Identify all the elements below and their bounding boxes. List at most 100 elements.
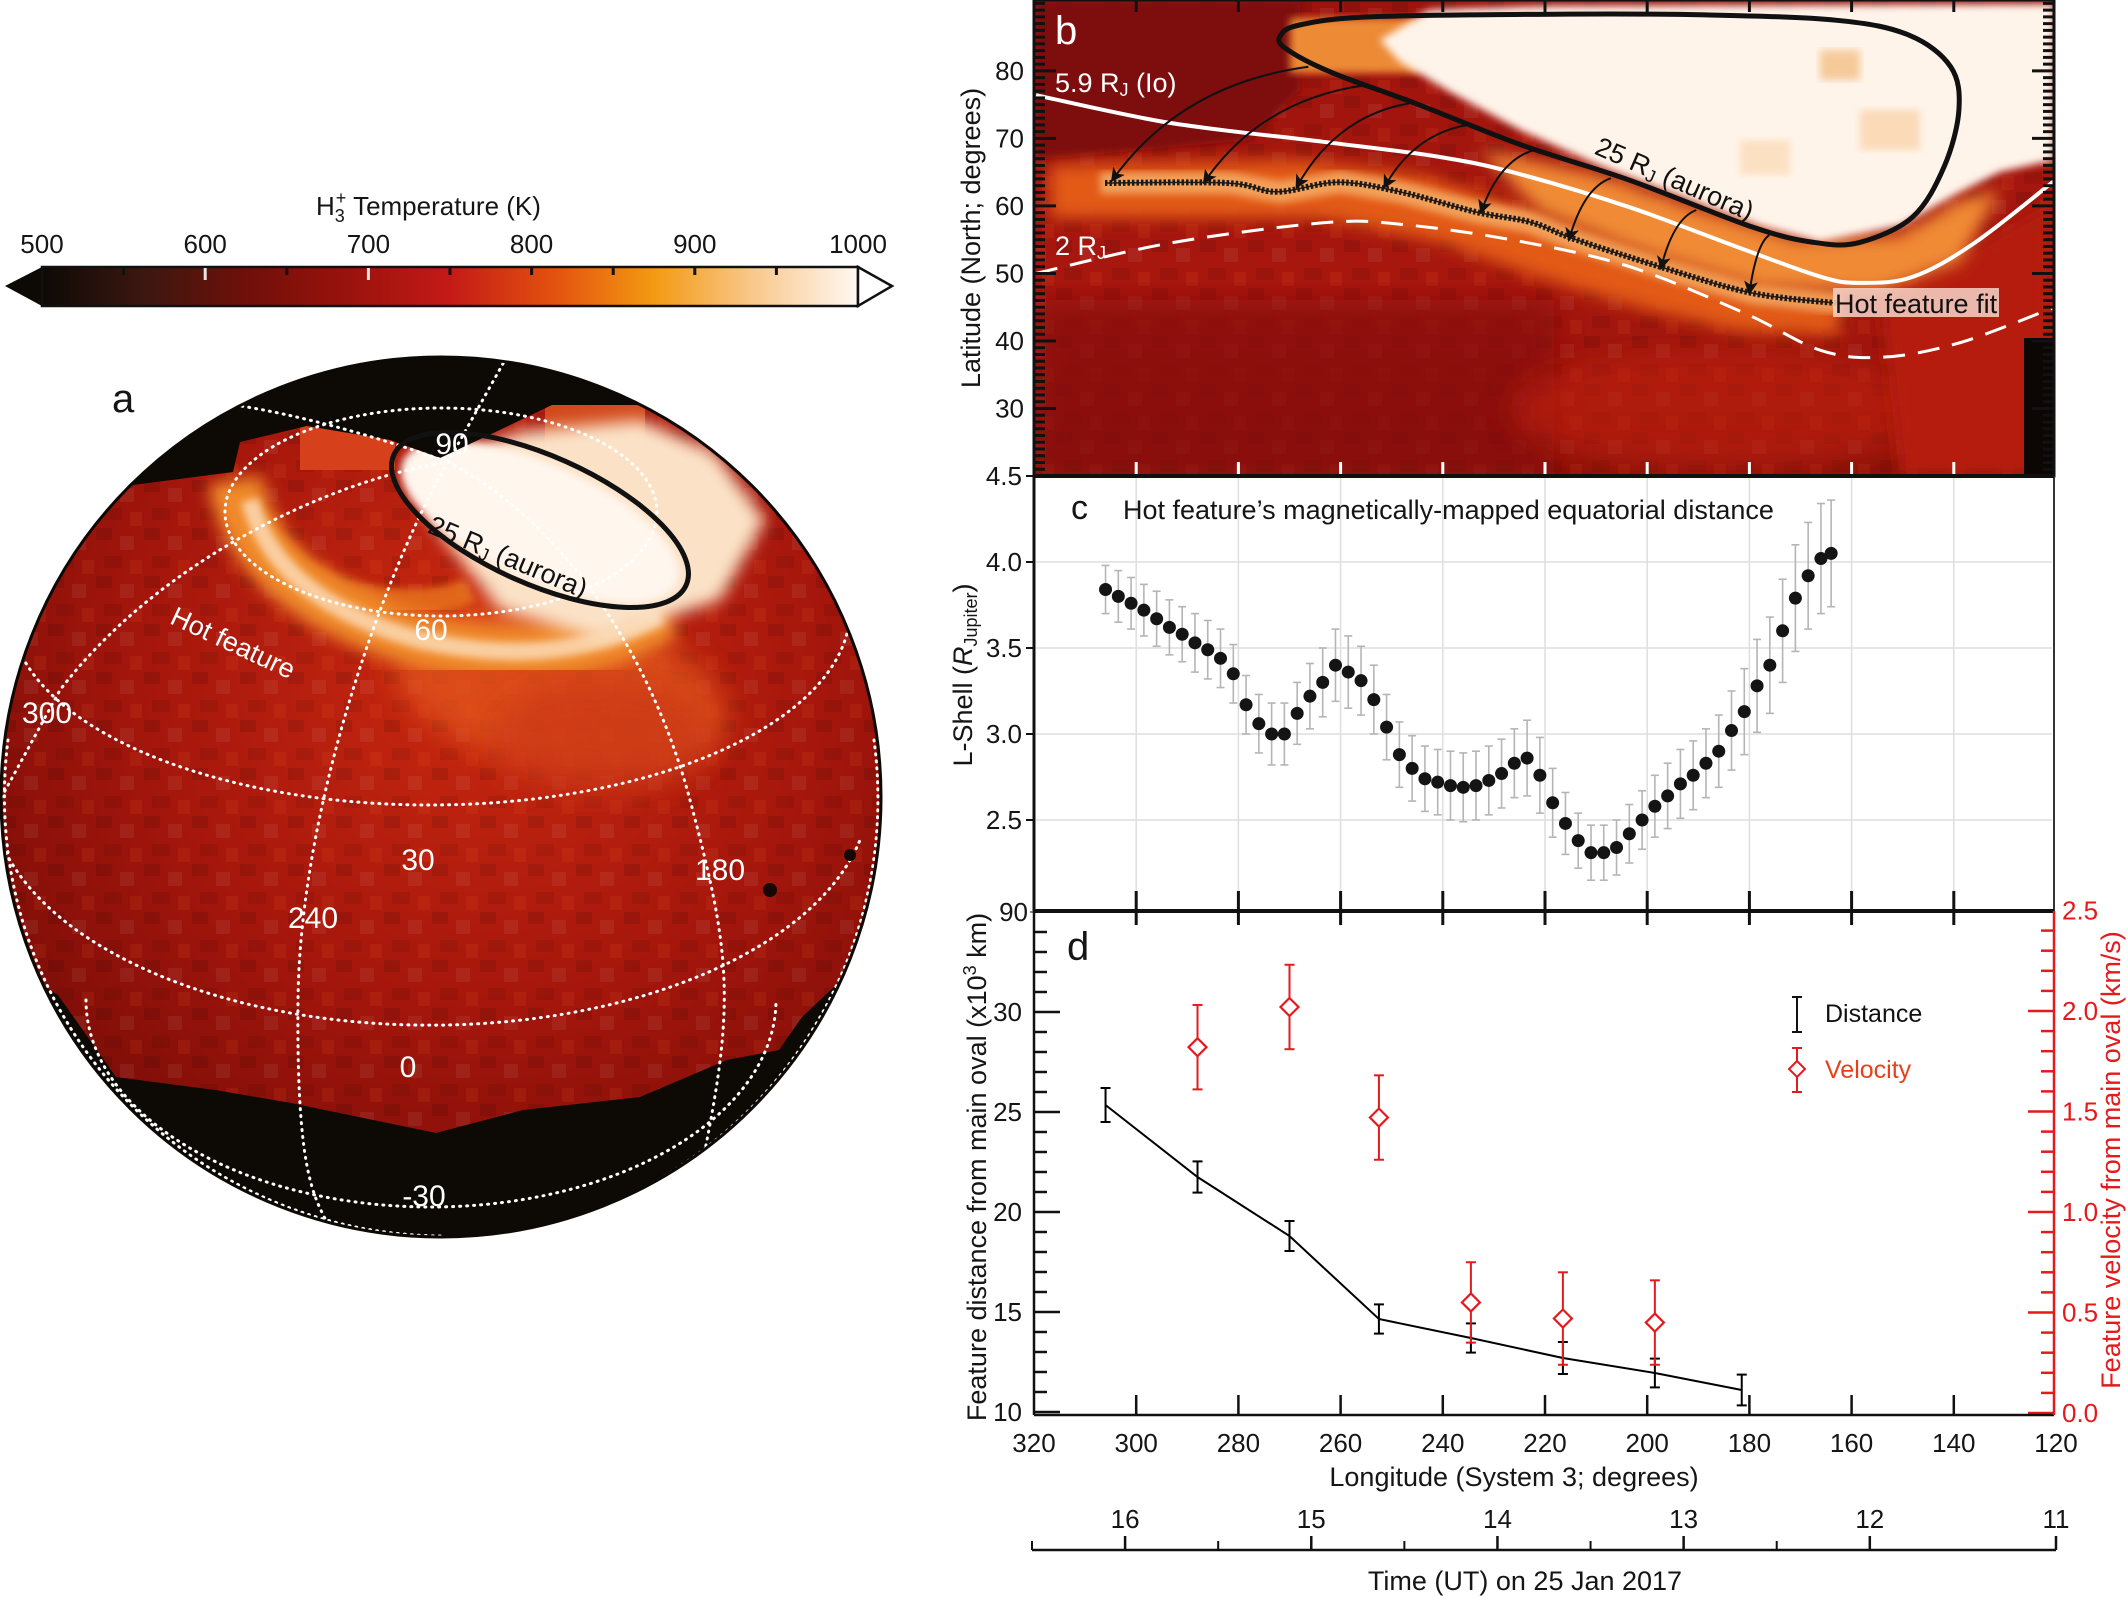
globe-warm-glow-lower (490, 680, 710, 800)
lshell-point (1150, 612, 1164, 626)
two-rj-line (1035, 219, 2054, 360)
panel-b-ytick-label: 60 (995, 191, 1024, 221)
lshell-point (1635, 813, 1649, 827)
globe-limb (0, 355, 883, 1239)
panel-b-ytick-label: 80 (995, 56, 1024, 86)
lshell-point (1788, 591, 1802, 605)
latitude-30-line (8, 608, 852, 807)
panel-c-ylabel-base: L-Shell ( (948, 666, 978, 767)
lshell-point (1469, 779, 1483, 793)
hot-feature-fit-label: Hot feature fit (1835, 289, 1998, 319)
panel-d-ytick-label: 15 (993, 1297, 1022, 1327)
panel-b-heatmap (1034, 0, 2054, 476)
meridian-240-line (296, 460, 450, 1237)
lshell-point (1239, 698, 1253, 712)
lshell-point (1622, 827, 1636, 841)
panel-c-ytick-label: 3.0 (986, 719, 1022, 749)
mapping-arrow (1478, 148, 1536, 215)
colorbar: H3+ Temperature (K) 500 600 700 800 900 1000 (5, 188, 895, 309)
lshell-point (1316, 675, 1330, 689)
lshell-point (1558, 816, 1572, 830)
lshell-point (1201, 643, 1215, 657)
globe-hot-feature-core (241, 497, 665, 661)
colorbar-tick-label: 500 (20, 229, 63, 259)
latitude-minus30-line (84, 998, 778, 1209)
velocity-point (1552, 1307, 1574, 1330)
lshell-point (1763, 658, 1777, 672)
panel-d-y2tick-label: 2.5 (2062, 896, 2098, 926)
mapping-arrow (1744, 234, 1770, 296)
colorbar-title-sub: 3 (335, 206, 345, 226)
longitude-axis-title: Longitude (System 3; degrees) (1329, 1462, 1698, 1492)
limb-line-left (2, 738, 443, 1237)
panel-c-title: Hot feature’s magnetically-mapped equato… (1123, 495, 1774, 525)
lshell-point (1431, 775, 1445, 789)
meridian-back-line (446, 358, 507, 464)
meridian-180-line (446, 460, 726, 1237)
distance-errorbar (1100, 1087, 1111, 1123)
latitude-label-0: 0 (400, 1051, 417, 1084)
lshell-point (1380, 720, 1394, 734)
lshell-point (1686, 768, 1700, 782)
lshell-point (1265, 727, 1279, 741)
lshell-point (1520, 751, 1534, 765)
lshell-point (1597, 846, 1611, 860)
panel-c-ytick-label: 4.0 (986, 547, 1022, 577)
shared-axes: Longitude (System 3; degrees) Time (UT) … (1012, 1428, 2077, 1596)
longitude-tick-label: 200 (1626, 1428, 1669, 1458)
panel-d-y2tick-label: 1.5 (2062, 1097, 2098, 1127)
longitude-tick-label: 260 (1319, 1428, 1362, 1458)
lshell-point (1392, 748, 1406, 762)
lshell-point (1673, 777, 1687, 791)
panel-d-y2tick-label: 2.0 (2062, 996, 2098, 1026)
lshell-point (1648, 799, 1662, 813)
io-footprint-label-base: 5.9 R (1055, 68, 1120, 98)
lshell-point (1443, 779, 1457, 793)
distance-errorbar (1284, 1220, 1295, 1252)
colorbar-title: H3+ Temperature (K) (316, 188, 541, 226)
legend-velocity-label: Velocity (1825, 1056, 1912, 1084)
panel-c-ylabel: L-Shell (RJupiter) (948, 583, 981, 766)
lshell-point (1277, 727, 1291, 741)
lshell-point (1162, 620, 1176, 634)
lshell-point (1341, 665, 1355, 679)
lshell-point (1507, 756, 1521, 770)
mapping-arrow (1657, 209, 1697, 271)
lshell-point (1584, 846, 1598, 860)
heatmap-cool-region (1034, 0, 1300, 160)
lshell-point (1699, 756, 1713, 770)
velocity-point (1644, 1311, 1666, 1334)
lshell-point (1571, 834, 1585, 848)
time-tick-label: 16 (1111, 1504, 1140, 1534)
lshell-point (1482, 773, 1496, 787)
lshell-point (1367, 693, 1381, 707)
longitude-label-240: 240 (288, 902, 338, 935)
lshell-point (1801, 569, 1815, 583)
distance-errorbar (1736, 1373, 1747, 1407)
legend-distance-marker (1792, 996, 1802, 1033)
longitude-tick-label: 120 (2034, 1428, 2077, 1458)
panel-c-plot: 4.5 4.0 3.5 3.0 2.5 (986, 461, 2052, 911)
latitude-60-line (223, 406, 659, 618)
heatmap-cool-region (1034, 300, 1554, 476)
heatmap-patch (1860, 110, 1920, 150)
colorbar-title-rest: Temperature (K) (346, 191, 541, 221)
distance-errorbar (1192, 1160, 1203, 1194)
longitude-tick-label: 220 (1523, 1428, 1566, 1458)
hot-feature-fit-label-bg (1833, 288, 1999, 317)
lshell-point (1712, 744, 1726, 758)
lshell-point (1214, 651, 1228, 665)
globe-dark-spot (763, 883, 777, 897)
velocity-point (1460, 1291, 1482, 1314)
lshell-point (1750, 679, 1764, 693)
io-footprint-label: 5.9 RJ (Io) (1055, 68, 1177, 100)
panel-d-y2tick-label: 0.5 (2062, 1298, 2098, 1328)
longitude-tick-label: 300 (1115, 1428, 1158, 1458)
longitude-label-300: 300 (22, 697, 72, 730)
lshell-point (1137, 603, 1151, 617)
panel-b-ytick-label: 30 (995, 393, 1024, 423)
panel-d-legend: Distance Velocity (1787, 996, 1922, 1093)
panel-d-plot: 90 30 25 20 15 10 2.5 2.0 1.5 1.0 0.5 0.0 (993, 896, 2098, 1429)
panel-d-ylabel-rest: km) (962, 913, 992, 965)
